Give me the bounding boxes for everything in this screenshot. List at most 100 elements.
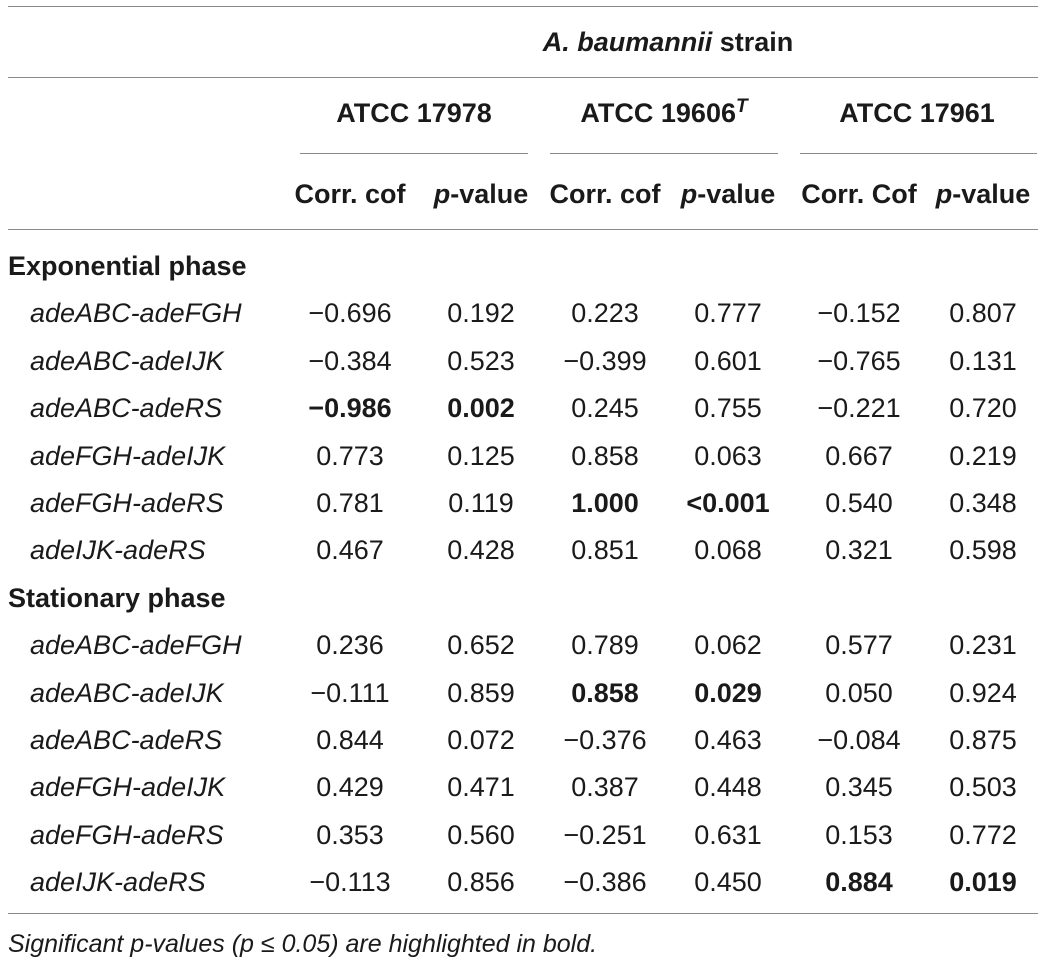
row-gene-pair: adeABC-adeIJK — [30, 677, 224, 708]
cell-corr-coef: 0.781 — [316, 488, 384, 518]
cell-p-value: 0.503 — [949, 772, 1017, 803]
species-name: A. baumannii — [542, 27, 713, 57]
header-bottom-rule — [8, 229, 1038, 230]
cell-p-value: 0.219 — [949, 440, 1017, 471]
cell-corr-coef: −0.986 — [308, 393, 392, 424]
cell-p-value: 0.631 — [694, 819, 762, 850]
cell-corr-coef: −0.221 — [817, 393, 901, 424]
cell-corr-coef: 0.667 — [825, 440, 893, 471]
cell-corr-coef: 0.577 — [825, 630, 893, 661]
cell-corr-coef: 0.321 — [825, 535, 893, 566]
cell-p-value: 0.002 — [447, 393, 515, 424]
cell-p-value: 0.772 — [949, 819, 1017, 850]
cell-corr-coef: −0.113 — [309, 867, 391, 898]
cell-p-value: 0.428 — [447, 535, 515, 566]
cell-corr-coef: 0.858 — [571, 440, 639, 471]
subheader-corr-coef: Corr. cof — [549, 179, 661, 209]
cell-corr-coef: 0.858 — [571, 677, 639, 708]
cell-corr-coef: 0.245 — [571, 393, 639, 424]
table-top-rule — [8, 6, 1038, 7]
row-gene-pair: adeFGH-adeIJK — [30, 772, 226, 803]
strain-17961-underline — [800, 153, 1037, 154]
cell-corr-coef: 0.236 — [316, 630, 384, 661]
cell-p-value: 0.062 — [694, 630, 762, 661]
cell-p-value: 0.560 — [447, 819, 515, 850]
cell-p-value: 0.125 — [447, 440, 515, 471]
cell-corr-coef: −0.384 — [308, 345, 392, 376]
cell-p-value: 0.029 — [694, 677, 762, 708]
cell-corr-coef: 0.773 — [316, 440, 384, 471]
cell-p-value: 0.875 — [949, 725, 1017, 755]
cell-p-value: 0.068 — [694, 535, 762, 566]
cell-corr-coef: −0.084 — [817, 725, 901, 755]
strain-header-17978: ATCC 17978 — [336, 98, 492, 128]
cell-corr-coef: −0.251 — [563, 819, 647, 850]
strain-group-rule — [8, 77, 1038, 78]
row-gene-pair: adeABC-adeRS — [30, 725, 223, 755]
cell-p-value: 0.019 — [949, 867, 1017, 898]
strain-word: strain — [712, 27, 794, 57]
cell-corr-coef: 0.884 — [825, 867, 893, 898]
cell-p-value: 0.131 — [949, 345, 1017, 376]
cell-p-value: 0.119 — [448, 488, 514, 518]
cell-p-value: 0.072 — [447, 725, 515, 755]
strain-17978-underline — [300, 153, 528, 154]
cell-corr-coef: 1.000 — [571, 488, 639, 518]
type-strain-superscript: T — [735, 96, 748, 117]
cell-corr-coef: 0.223 — [571, 298, 639, 329]
row-gene-pair: adeFGH-adeIJK — [30, 440, 226, 471]
cell-corr-coef: 0.789 — [571, 630, 639, 661]
row-gene-pair: adeABC-adeFGH — [30, 298, 242, 329]
cell-p-value: 0.598 — [949, 535, 1017, 566]
cell-corr-coef: 0.353 — [316, 819, 384, 850]
cell-p-value: <0.001 — [686, 488, 770, 518]
cell-corr-coef: −0.696 — [308, 298, 392, 329]
strain-19606-underline — [550, 153, 778, 154]
subheader-corr-coef: Corr. cof — [294, 179, 406, 209]
row-gene-pair: adeABC-adeFGH — [30, 630, 242, 661]
row-gene-pair: adeFGH-adeRS — [30, 488, 224, 518]
cell-p-value: 0.192 — [447, 298, 515, 329]
cell-corr-coef: 0.540 — [825, 488, 893, 518]
cell-p-value: 0.777 — [694, 298, 762, 329]
section-title: Stationary phase — [8, 582, 226, 613]
table-bottom-rule — [8, 913, 1038, 914]
cell-p-value: 0.720 — [949, 393, 1017, 424]
strain-header-17961: ATCC 17961 — [839, 98, 995, 128]
cell-corr-coef: 0.429 — [316, 772, 384, 803]
cell-p-value: 0.807 — [949, 298, 1017, 329]
row-gene-pair: adeABC-adeIJK — [30, 345, 224, 376]
strain-header-19606: ATCC 19606T — [580, 96, 748, 128]
cell-corr-coef: −0.399 — [563, 345, 647, 376]
subheader-p-value: p-value — [935, 179, 1031, 209]
row-gene-pair: adeIJK-adeRS — [30, 867, 206, 898]
cell-p-value: 0.859 — [447, 677, 515, 708]
cell-p-value: 0.471 — [447, 772, 515, 803]
table-footnote: Significant p-values (p ≤ 0.05) are high… — [8, 930, 598, 958]
section-title: Exponential phase — [8, 251, 247, 281]
cell-p-value: 0.755 — [694, 393, 762, 424]
cell-p-value: 0.231 — [949, 630, 1017, 661]
row-gene-pair: adeABC-adeRS — [30, 393, 223, 424]
cell-corr-coef: 0.851 — [571, 535, 639, 566]
cell-corr-coef: 0.153 — [825, 819, 893, 850]
cell-p-value: 0.601 — [694, 345, 762, 376]
cell-corr-coef: −0.152 — [817, 298, 901, 329]
row-gene-pair: adeFGH-adeRS — [30, 819, 224, 850]
cell-p-value: 0.924 — [949, 677, 1017, 708]
cell-corr-coef: 0.387 — [571, 772, 639, 803]
cell-p-value: 0.652 — [447, 630, 515, 661]
subheader-corr-coef: Corr. Cof — [801, 179, 917, 209]
cell-corr-coef: 0.345 — [825, 772, 893, 803]
cell-corr-coef: −0.111 — [310, 677, 390, 708]
cell-corr-coef: 0.467 — [316, 535, 384, 566]
row-gene-pair: adeIJK-adeRS — [30, 535, 206, 566]
cell-corr-coef: −0.765 — [817, 345, 901, 376]
cell-p-value: 0.856 — [447, 867, 515, 898]
cell-p-value: 0.063 — [694, 440, 762, 471]
cell-corr-coef: −0.386 — [563, 867, 647, 898]
cell-p-value: 0.348 — [949, 488, 1017, 518]
cell-p-value: 0.450 — [694, 867, 762, 898]
cell-p-value: 0.448 — [694, 772, 762, 803]
cell-p-value: 0.523 — [447, 345, 515, 376]
